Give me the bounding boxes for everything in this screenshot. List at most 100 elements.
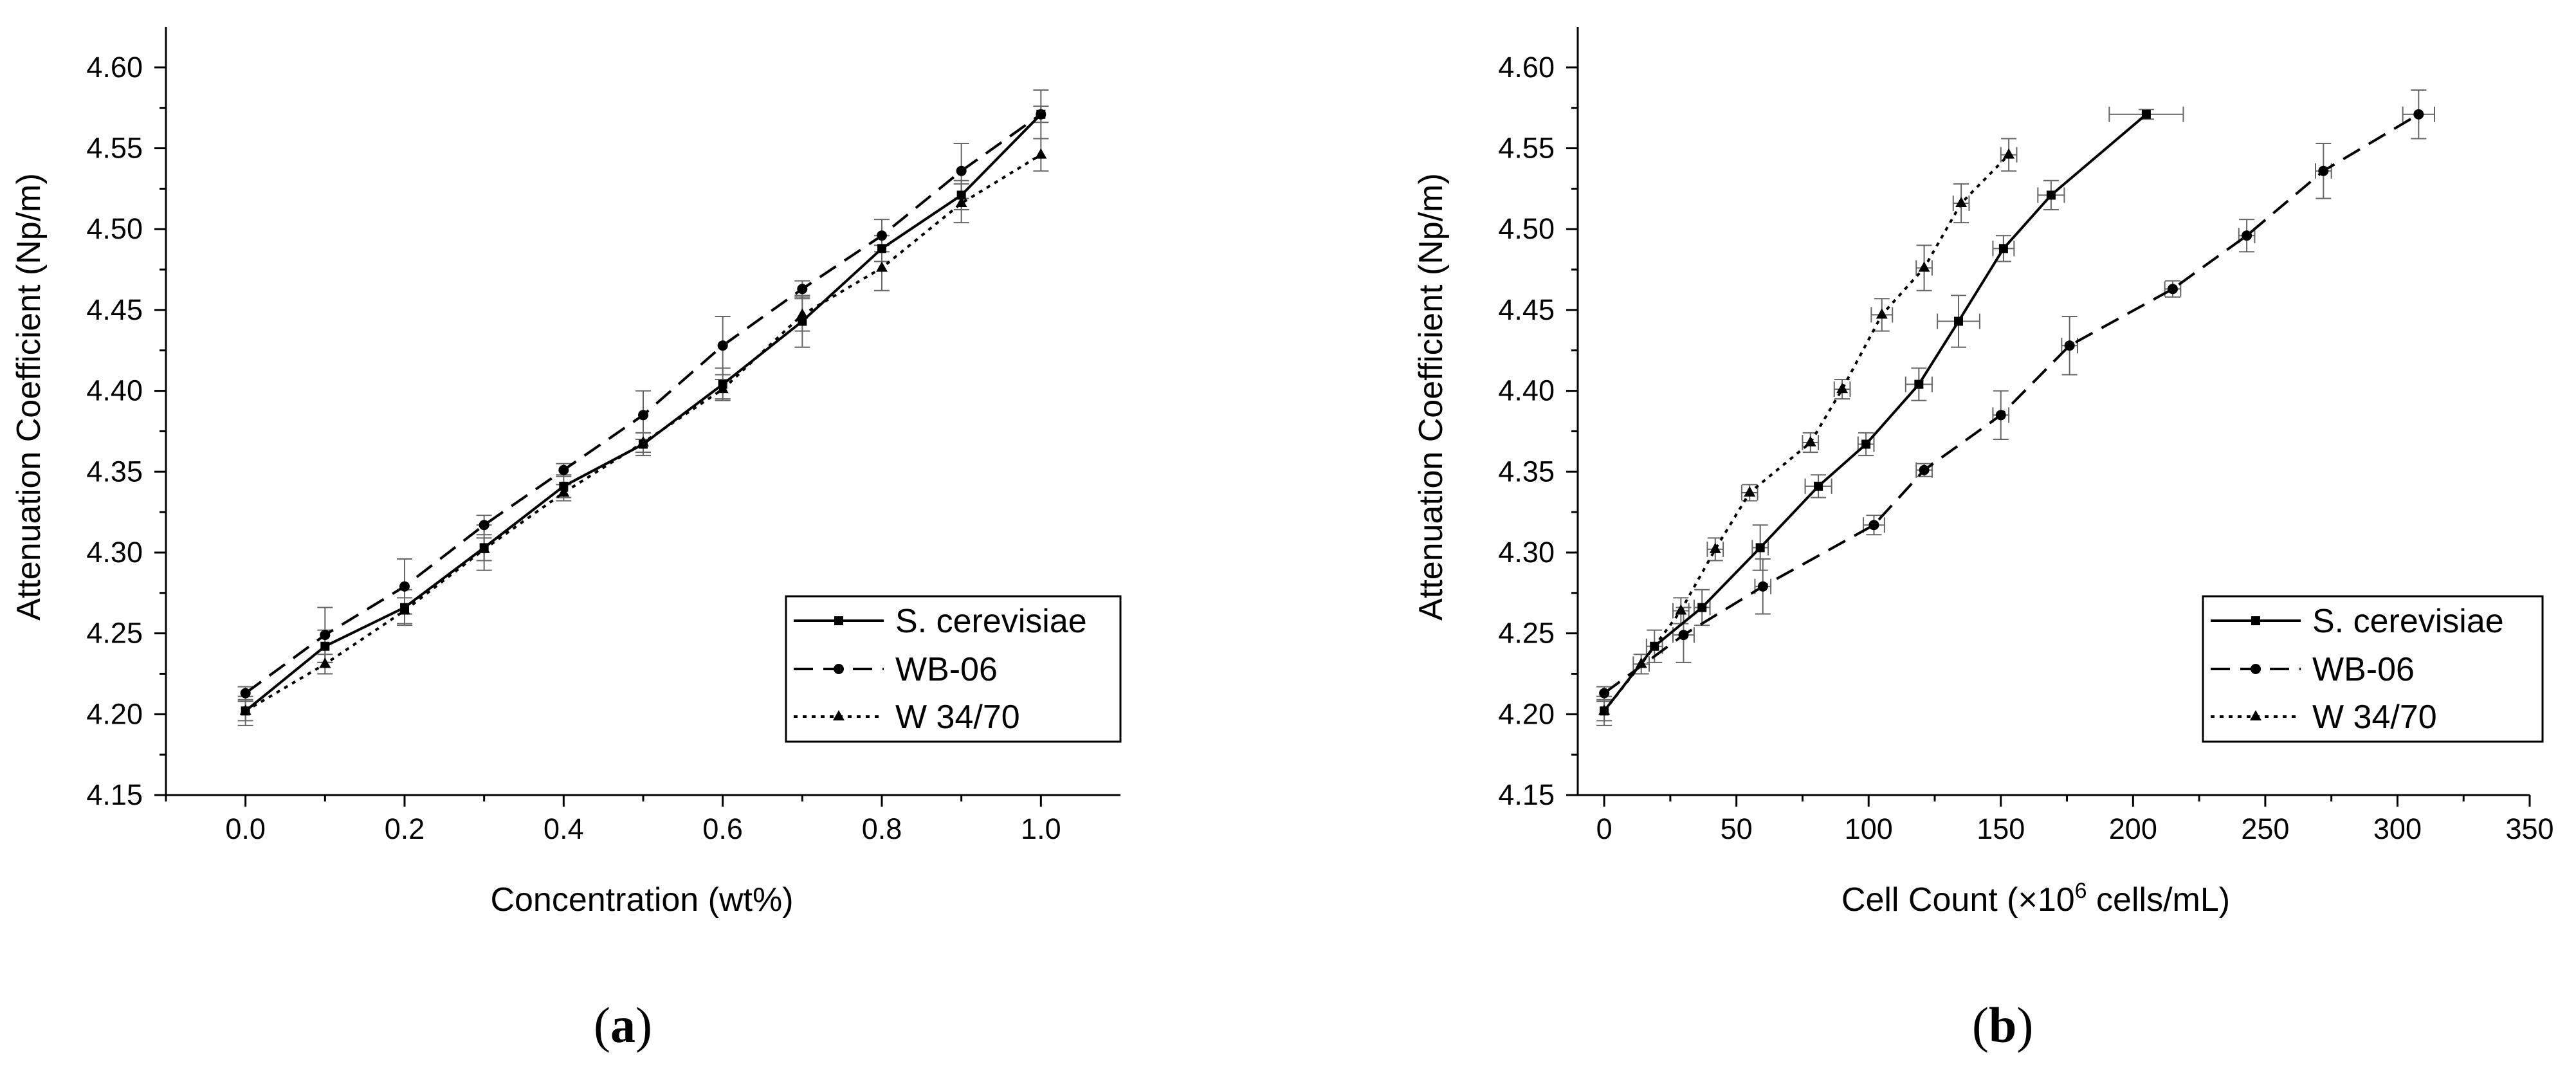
x-axis-title: Cell Count (×106 cells/mL)	[1841, 879, 2230, 919]
series-line	[1603, 113, 2148, 712]
data-point	[638, 410, 648, 421]
legend-label: W 34/70	[895, 699, 1020, 736]
data-point	[717, 340, 728, 351]
panel-label-open: (	[1972, 997, 1989, 1053]
axis-ticks-b: 4.15 4.20 4.25 4.30 4.35 4.40 4.45 4.50 4.55 4.60…	[1498, 51, 2553, 845]
data-point	[1995, 410, 2006, 421]
data-point	[1876, 308, 1888, 319]
y-tick-label: 4.45	[86, 293, 143, 326]
x-axis-title-main: Cell Count (×10	[1841, 881, 2075, 919]
data-point	[2318, 165, 2329, 176]
data-point	[2413, 109, 2424, 120]
y-tick-label: 4.25	[1498, 617, 1555, 650]
x-tick-label: 0	[1596, 812, 1612, 845]
data-point	[2141, 109, 2151, 119]
x-tick-label: 200	[2109, 812, 2157, 845]
data-point	[1598, 704, 1611, 715]
data-point	[1955, 196, 1968, 207]
data-point	[2064, 340, 2075, 351]
data-point	[1755, 543, 1765, 553]
data-point	[1036, 109, 1046, 120]
panel-label-b: (b)	[1972, 997, 2033, 1053]
data-point	[1814, 481, 1823, 491]
data-point	[399, 604, 410, 615]
x-tick-label: 0.2	[385, 812, 425, 845]
y-tick-label: 4.40	[1498, 374, 1555, 407]
data-point	[319, 657, 331, 668]
legend-a: S. cerevisiae WB-06 W 34/70	[785, 595, 1122, 743]
data-point	[558, 464, 569, 475]
data-point	[956, 190, 966, 200]
x-tick-label: 0.0	[225, 812, 266, 845]
data-point	[1709, 542, 1721, 553]
y-tick-label: 4.25	[86, 617, 143, 650]
legend-marker-triangle	[833, 710, 845, 720]
data-point	[1861, 439, 1871, 449]
data-point	[1035, 148, 1047, 159]
data-point	[1868, 520, 1879, 531]
data-point	[637, 436, 649, 447]
y-tick-label: 4.45	[1498, 293, 1555, 326]
data-point	[399, 581, 410, 592]
data-point	[877, 244, 886, 253]
data-point	[796, 308, 808, 319]
legend-marker-triangle	[2250, 710, 2261, 720]
x-tick-label: 0.8	[862, 812, 902, 845]
axis-ticks-a: 4.15 4.20 4.25 4.30 4.35 4.40 4.45 4.50 4.55 4.60…	[86, 51, 1061, 845]
x-tick-label: 300	[2373, 812, 2422, 845]
x-tick-label: 50	[1721, 812, 1753, 845]
legend-marker-circle	[2251, 664, 2261, 674]
panel-label-open: (	[594, 997, 610, 1053]
data-point	[1675, 604, 1687, 615]
legend-label: WB-06	[2312, 651, 2415, 688]
legend-marker-square	[2251, 616, 2260, 625]
x-tick-label: 350	[2505, 812, 2553, 845]
y-tick-label: 4.30	[86, 536, 143, 569]
data-point	[1599, 688, 1610, 699]
data-point	[1697, 603, 1707, 612]
data-point	[559, 481, 569, 491]
panel-label-letter: b	[1989, 997, 2016, 1053]
data-point	[1836, 383, 1849, 394]
panel-label-letter: a	[610, 997, 635, 1053]
y-tick-label: 4.40	[86, 374, 143, 407]
y-tick-label: 4.55	[86, 132, 143, 165]
data-point	[1914, 380, 1924, 389]
y-tick-label: 4.60	[1498, 51, 1555, 84]
data-point	[558, 486, 570, 497]
data-point	[877, 230, 887, 241]
data-point	[1635, 657, 1647, 668]
data-point	[798, 316, 807, 326]
panel-label-close: )	[2016, 997, 2033, 1053]
data-point	[320, 630, 331, 641]
y-tick-label: 4.55	[1498, 132, 1555, 165]
legend-label: W 34/70	[2312, 699, 2437, 736]
y-tick-label: 4.15	[1498, 778, 1555, 811]
legend-label: S. cerevisiae	[895, 603, 1087, 640]
data-point	[2046, 190, 2056, 200]
data-point	[1650, 641, 1659, 651]
panel-label-close: )	[635, 997, 652, 1053]
data-points-a	[239, 109, 1047, 716]
data-point	[876, 261, 888, 272]
y-tick-label: 4.20	[86, 697, 143, 730]
x-axis-title-exponent: 6	[2075, 879, 2087, 903]
data-point	[240, 688, 251, 699]
data-point	[2003, 148, 2015, 159]
panel-label-a: (a)	[594, 997, 652, 1053]
y-axis-title: Attenuation Coefficient (Np/m)	[1412, 173, 1450, 621]
data-points-b	[1598, 109, 2424, 716]
data-point	[1744, 486, 1756, 497]
legend-label: WB-06	[895, 651, 998, 688]
x-tick-label: 250	[2241, 812, 2289, 845]
data-point	[956, 165, 967, 176]
y-tick-label: 4.35	[1498, 455, 1555, 488]
legend-marker-circle	[834, 664, 844, 674]
x-axis-title: Concentration (wt%)	[490, 881, 793, 919]
data-point	[239, 704, 251, 715]
legend-label: S. cerevisiae	[2312, 603, 2504, 640]
y-tick-label: 4.60	[86, 51, 143, 84]
data-point	[717, 383, 729, 394]
data-point	[1918, 261, 1930, 272]
